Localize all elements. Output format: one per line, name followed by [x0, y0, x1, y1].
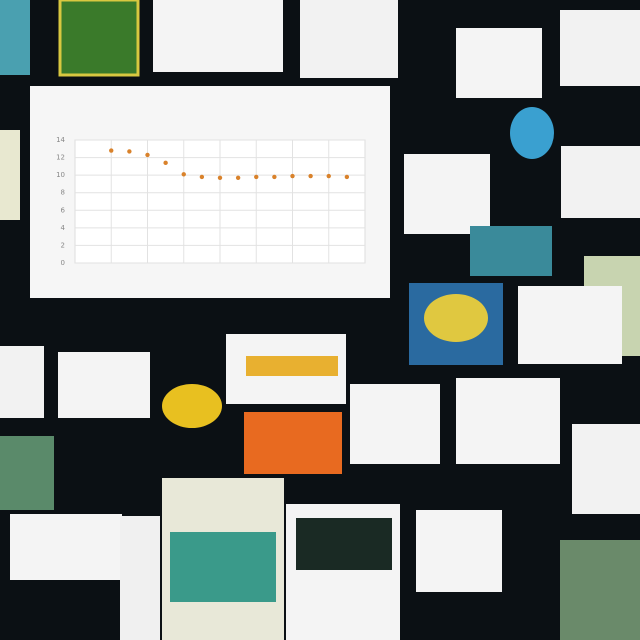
card [120, 516, 160, 640]
y-tick-label: 6 [61, 206, 66, 214]
card [0, 346, 44, 418]
card [350, 384, 440, 464]
point [127, 149, 132, 154]
point [290, 173, 295, 179]
card [244, 412, 342, 474]
card [416, 510, 502, 592]
point [308, 173, 313, 179]
card [518, 286, 622, 364]
card [0, 130, 20, 220]
y-tick-label: 4 [61, 224, 66, 232]
card [170, 532, 276, 602]
card [456, 378, 560, 464]
card [153, 0, 283, 72]
card [296, 518, 392, 570]
plot: 0 2 4 6 8 10 12 14 [56, 136, 365, 267]
point [109, 148, 114, 153]
point [272, 174, 277, 180]
card [300, 0, 398, 78]
y-tick-label: 8 [61, 189, 65, 197]
shape [424, 294, 488, 342]
card [0, 436, 54, 510]
y-tick-label: 2 [61, 241, 65, 249]
card [456, 28, 542, 98]
y-tick-label: 14 [56, 136, 65, 144]
point [235, 175, 241, 180]
card [560, 10, 640, 86]
shape [510, 107, 554, 159]
card [470, 226, 552, 276]
card [561, 146, 640, 218]
card [572, 424, 640, 514]
y-tick-label: 10 [56, 171, 65, 179]
point [344, 174, 350, 180]
point [217, 175, 223, 180]
card [58, 0, 140, 77]
point [326, 173, 331, 179]
card [560, 540, 640, 640]
card [404, 154, 490, 234]
card [58, 352, 150, 418]
vertical-grid [110, 140, 330, 263]
point [199, 174, 205, 180]
card [0, 0, 30, 75]
point [181, 172, 186, 177]
point [163, 160, 168, 166]
shape [162, 384, 222, 428]
y-tick-label: 12 [56, 154, 65, 162]
point [254, 174, 259, 180]
card [10, 514, 122, 580]
bar-strip [246, 356, 338, 376]
point [145, 152, 150, 158]
y-tick-label: 0 [61, 259, 65, 267]
